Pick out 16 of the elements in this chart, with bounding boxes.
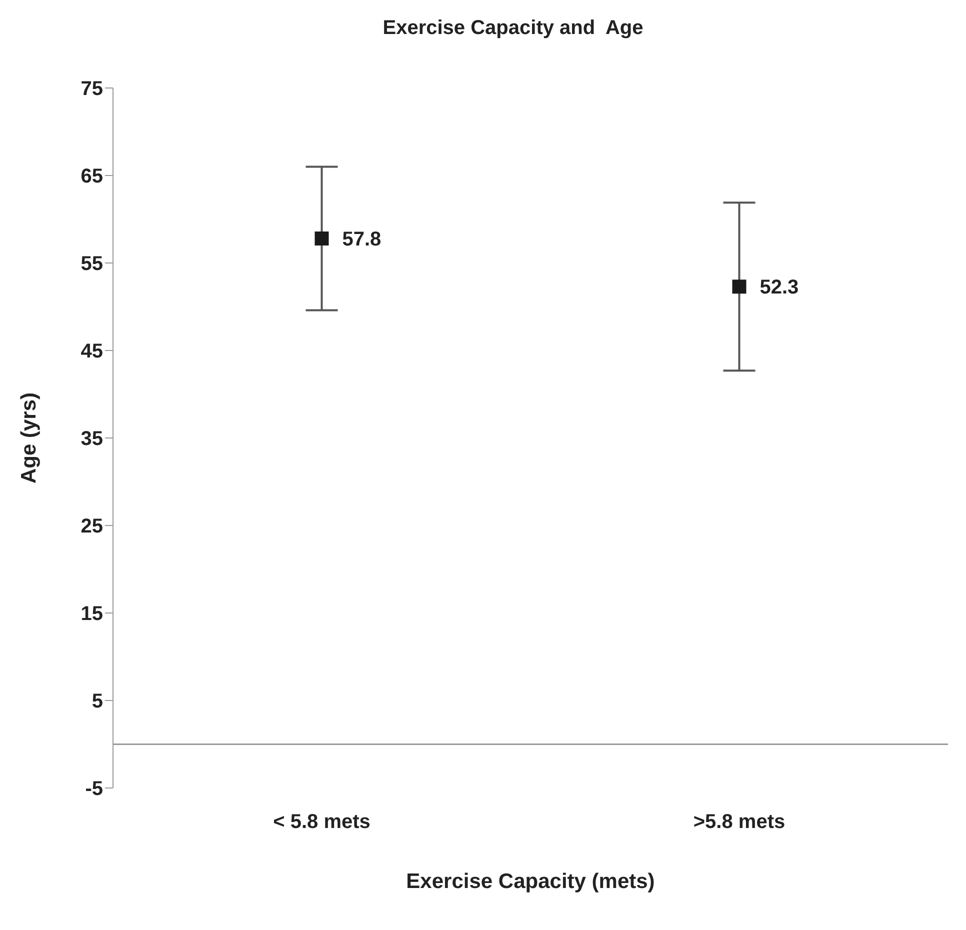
y-tick-label: 15 [80,603,103,626]
y-tick-label: 5 [92,690,103,713]
chart-title: Exercise Capacity and Age [382,16,644,41]
x-tick-label: < 5.8 mets [273,811,370,834]
y-tick-label: 45 [80,340,103,363]
y-tick-label: 75 [80,78,103,100]
x-axis-title: Exercise Capacity (mets) [406,870,655,893]
y-tick-label: -5 [85,778,103,800]
x-tick-label: >5.8 mets [693,811,786,834]
data-label: 52.3 [760,276,799,299]
y-axis-title: Age (yrs) [17,392,40,484]
y-tick-label: 35 [80,428,103,450]
y-tick-label: 55 [80,253,103,276]
y-tick-label: 65 [80,166,103,188]
data-label: 57.8 [342,228,382,251]
y-tick-label: 25 [80,516,103,538]
